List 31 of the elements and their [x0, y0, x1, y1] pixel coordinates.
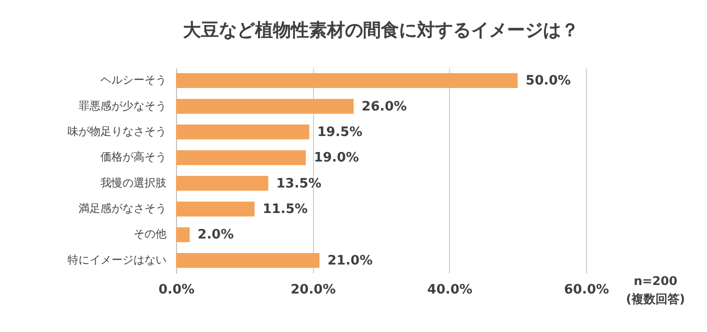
data-label: 2.0% [198, 228, 234, 243]
bar [176, 124, 310, 140]
bar [176, 98, 354, 114]
data-label: 19.5% [317, 124, 362, 140]
data-label: 50.0% [526, 74, 571, 89]
bar [176, 202, 255, 216]
data-label: 26.0% [362, 99, 407, 114]
y-tick-label: 満足感がなさそう [78, 202, 166, 216]
x-tick-label: 20.0% [290, 282, 336, 298]
y-tick-label: 罪悪感が少なそう [78, 99, 166, 112]
y-tick-label: 味が物足りなさそう [68, 124, 166, 138]
text: n=200 [632, 273, 678, 290]
y-tick-label: その他 [134, 228, 166, 241]
x-tick-label: 60.0% [564, 282, 610, 298]
bar [176, 73, 518, 88]
x-tick-label: 40.0% [427, 282, 472, 298]
text: (複数回答) [626, 291, 685, 308]
bar [176, 227, 190, 242]
data-label: 11.5% [262, 202, 308, 218]
data-label: 21.0% [328, 253, 373, 268]
x-tick-label: 0.0% [158, 282, 195, 298]
data-label: 13.5% [276, 176, 322, 192]
bar [176, 150, 306, 166]
y-tick-label: ヘルシーそう [100, 74, 166, 87]
bar [176, 252, 320, 268]
y-tick-label: 価格が高そう [100, 150, 166, 164]
chart-title: 大豆など植物性素材の間食に対するイメージは？ [182, 20, 579, 41]
y-tick-label: 我慢の選択肢 [100, 176, 166, 190]
bar [176, 176, 268, 191]
y-tick-label: 特にイメージはない [68, 253, 166, 266]
data-label: 19.0% [314, 150, 359, 166]
